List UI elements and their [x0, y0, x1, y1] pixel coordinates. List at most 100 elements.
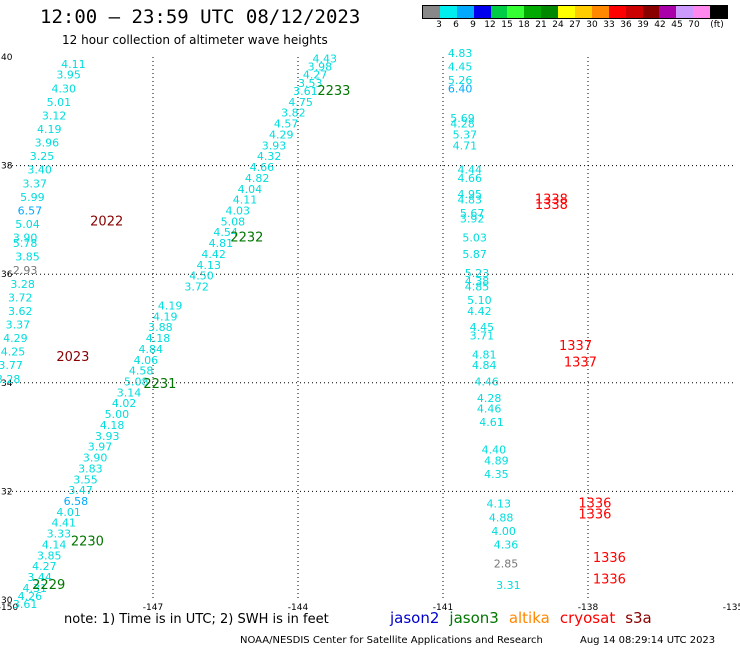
wave-height-value: 4.54: [213, 226, 238, 239]
wave-height-value: 4.81: [209, 237, 234, 250]
footer-credit: NOAA/NESDIS Center for Satellite Applica…: [240, 635, 543, 646]
wave-height-value: 5.78: [13, 237, 38, 250]
color-scale-label: 9: [470, 20, 476, 30]
wave-height-value: 3.95: [56, 69, 80, 82]
wave-height-value: 4.14: [42, 538, 66, 551]
color-scale-swatch: [558, 6, 576, 18]
wave-height-value: 4.57: [274, 118, 299, 131]
wave-height-value: 3.40: [27, 164, 52, 177]
color-scale-swatch: [524, 6, 542, 18]
wave-height-value: 3.44: [27, 571, 52, 584]
wave-height-value: 2.93: [13, 264, 38, 277]
wave-height-value: 3.85: [37, 549, 62, 562]
track-label: 1336: [578, 497, 611, 512]
wave-height-value: 3.14: [117, 386, 142, 399]
wave-height-value: 3.61: [293, 85, 318, 98]
wave-height-value: 5.03: [462, 232, 487, 245]
wave-height-value: 3.90: [13, 232, 38, 245]
wave-height-value: 4.27: [303, 69, 328, 82]
map-note: note: 1) Time is in UTC; 2) SWH is in fe…: [64, 612, 329, 627]
wave-height-value: 4.82: [245, 172, 269, 185]
wave-height-value: 4.83: [448, 47, 473, 60]
wave-height-value: 4.42: [201, 248, 226, 261]
wave-height-value: 3.96: [35, 137, 60, 150]
track-label: 2233: [317, 84, 350, 99]
wave-height-value: 4.66: [250, 161, 275, 174]
wave-height-value: 4.19: [153, 310, 178, 323]
wave-height-value: 3.71: [470, 329, 495, 342]
wave-height-value: 4.83: [458, 194, 483, 207]
wave-height-value: 3.31: [496, 579, 520, 592]
wave-height-value: 6.40: [448, 82, 473, 95]
color-scale-swatch: [541, 6, 559, 18]
wave-height-value: 4.35: [484, 468, 509, 481]
color-scale-swatch: [456, 6, 474, 18]
x-tick-label: -144: [288, 603, 309, 613]
wave-height-value: 4.44: [458, 164, 483, 177]
wave-height-value: 4.45: [470, 321, 495, 334]
wave-height-value: 3.28: [0, 373, 20, 386]
x-tick-label: -150: [0, 603, 18, 613]
wave-height-value: 4.41: [52, 517, 77, 530]
wave-height-value: 4.46: [477, 403, 502, 416]
wave-height-value: 4.25: [1, 346, 26, 359]
wave-height-value: 4.75: [288, 96, 313, 109]
wave-height-value: 3.12: [42, 109, 66, 122]
color-scale-swatch: [575, 6, 592, 18]
wave-height-value: 3.28: [10, 278, 35, 291]
wave-height-value: 4.71: [453, 139, 478, 152]
wave-height-value: 5.08: [124, 376, 149, 389]
track-label: 1336: [578, 508, 611, 523]
wave-height-value: 4.32: [257, 150, 282, 163]
page-title: 12:00 – 23:59 UTC 08/12/2023: [40, 6, 361, 28]
wave-height-value: 6.58: [64, 495, 88, 508]
wave-height-value: 6.57: [18, 204, 42, 217]
track-label: 2022: [90, 214, 123, 229]
wave-height-value: 3.37: [6, 319, 31, 332]
wave-height-value: 5.26: [448, 74, 473, 87]
wave-height-value: 4.88: [489, 511, 513, 524]
wave-height-value: 5.37: [453, 128, 478, 141]
wave-height-value: 5.23: [465, 267, 490, 280]
wave-height-value: 3.37: [23, 177, 48, 190]
color-scale-label: 18: [518, 20, 530, 30]
wave-height-value: 4.18: [100, 419, 125, 432]
wave-height-value: 3.61: [13, 598, 38, 611]
color-scale-label: 70: [688, 20, 700, 30]
wave-height-value: 4.03: [226, 204, 251, 217]
y-tick-label: 30: [1, 596, 13, 606]
wave-height-value: 4.28: [450, 118, 475, 131]
wave-height-value: 4.40: [482, 443, 507, 456]
wave-height-value: 4.26: [18, 590, 42, 603]
wave-height-value: 3.83: [78, 462, 103, 475]
wave-height-value: 4.46: [474, 376, 499, 389]
wave-height-value: 4.13: [197, 259, 222, 272]
wave-height-value: 4.61: [479, 416, 504, 429]
wave-height-value: 3.85: [15, 251, 40, 264]
color-scale-swatch: [659, 6, 677, 18]
x-tick-label: -135: [723, 603, 740, 613]
wave-height-value: 3.77: [0, 359, 23, 372]
wave-height-value: 4.36: [494, 538, 519, 551]
wave-height-value: 5.99: [20, 191, 45, 204]
track-label: 1336: [593, 573, 626, 588]
wave-height-value: 3.72: [184, 280, 209, 293]
y-tick-label: 40: [1, 53, 13, 63]
wave-height-value: 3.92: [460, 213, 485, 226]
color-scale-label: 36: [620, 20, 632, 30]
track-label: 2229: [32, 578, 65, 593]
wave-height-value: 4.00: [491, 525, 516, 538]
wave-height-value: 4.27: [32, 560, 57, 573]
y-tick-label: 38: [1, 162, 13, 172]
color-scale-swatch: [423, 6, 440, 18]
wave-height-value: 4.06: [134, 354, 159, 367]
wave-height-value: 4.43: [313, 52, 338, 65]
wave-height-value: 4.19: [37, 123, 62, 136]
color-scale-swatch: [507, 6, 525, 18]
footer-timestamp: Aug 14 08:29:14 UTC 2023: [580, 635, 716, 646]
track-label: 1336: [593, 551, 626, 566]
x-tick-label: -147: [143, 603, 163, 613]
wave-height-value: 4.19: [158, 299, 183, 312]
wave-height-value: 4.29: [269, 128, 294, 141]
